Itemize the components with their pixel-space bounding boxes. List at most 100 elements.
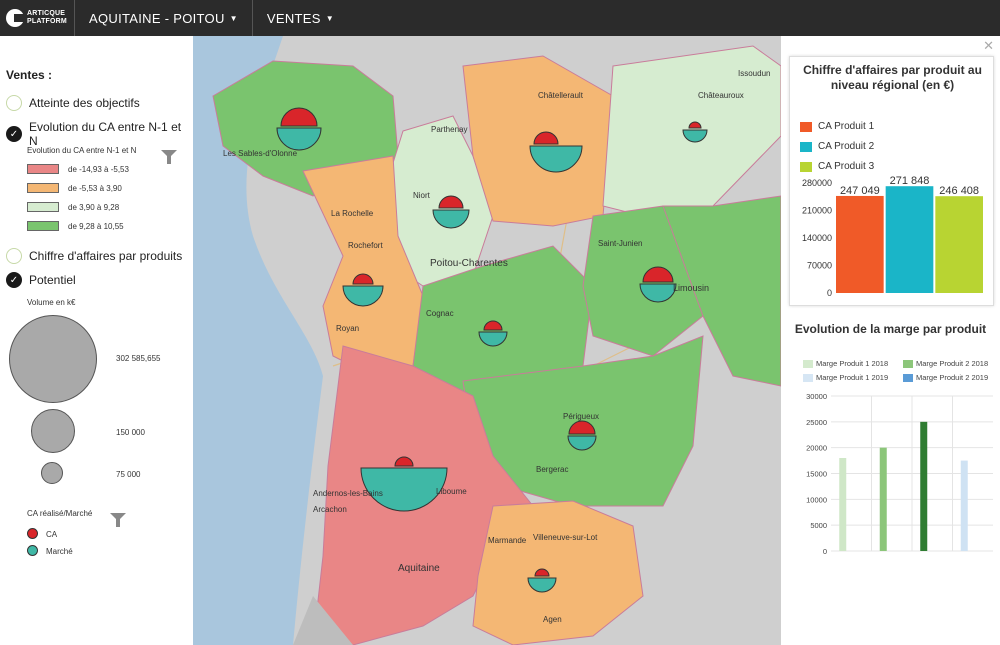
map-label: Arcachon <box>313 505 347 514</box>
bar-data-label: 246 408 <box>939 185 979 197</box>
symbol-indre[interactable] <box>682 121 708 143</box>
legend-swatch <box>800 141 812 152</box>
evolution-legend-title: Evolution du CA entre N-1 et N <box>27 146 137 155</box>
ca-dot-icon <box>27 528 38 539</box>
map-label: Rochefort <box>348 241 383 250</box>
bar[interactable] <box>839 458 847 551</box>
map-label: Châteauroux <box>698 91 744 100</box>
chevron-down-icon: ▼ <box>229 13 238 23</box>
ca-legend-label: Marché <box>46 547 73 556</box>
logo-icon <box>6 9 24 27</box>
y-tick-label: 0 <box>827 288 832 298</box>
symbol-dordogne[interactable] <box>567 420 597 451</box>
map-label: Liboume <box>436 487 467 496</box>
legend-swatch <box>903 373 913 382</box>
bar[interactable] <box>879 447 887 551</box>
layer-potentiel[interactable]: ✓ Potentiel <box>6 272 76 288</box>
map-canvas[interactable]: Poitou-Charentes Limousin Aquitaine Libo… <box>193 36 781 645</box>
legend-swatch <box>800 121 812 132</box>
volume-bubble-small <box>41 462 63 484</box>
bar[interactable] <box>836 195 884 293</box>
volume-bubble-medium <box>31 409 75 453</box>
legend-class-label: de 9,28 à 10,55 <box>68 222 124 231</box>
y-tick-label: 10000 <box>806 495 827 504</box>
close-icon[interactable]: ✕ <box>983 38 994 53</box>
map-label: Niort <box>413 191 431 200</box>
potential-symbols <box>276 107 708 593</box>
ca-produit-card: Chiffre d'affaires par produit au niveau… <box>789 56 994 306</box>
y-tick-label: 0 <box>823 547 827 556</box>
symbol-lot-et-garonne[interactable] <box>527 568 557 593</box>
chart2-legend-item[interactable]: Marge Produit 2 2018 <box>903 359 988 368</box>
y-tick-label: 210000 <box>802 206 832 216</box>
layer-evolution-ca[interactable]: ✓ Evolution du CA entre N-1 et N <box>6 120 193 148</box>
chart2-legend-item[interactable]: Marge Produit 1 2019 <box>803 373 888 382</box>
chart2-legend-item[interactable]: Marge Produit 2 2019 <box>903 373 988 382</box>
logo-line-1: ARTICQUE <box>27 10 66 17</box>
y-tick-label: 15000 <box>806 470 827 479</box>
y-tick-label: 25000 <box>806 418 827 427</box>
legend-class-label: de -14,93 à -5,53 <box>68 165 129 174</box>
symbol-deux-sevres[interactable] <box>432 195 470 229</box>
radio-unchecked-icon[interactable] <box>6 248 22 264</box>
check-icon[interactable]: ✓ <box>6 272 22 288</box>
map-label: Saint-Junien <box>598 239 642 248</box>
legend-label: Marge Produit 1 2018 <box>816 359 889 368</box>
layer-atteinte-objectifs[interactable]: Atteinte des objectifs <box>6 95 140 111</box>
legend-label: CA Produit 1 <box>818 121 875 132</box>
y-tick-label: 140000 <box>802 233 832 243</box>
map-label: Parthenay <box>431 125 467 134</box>
map-label: Royan <box>336 324 359 333</box>
symbol-haute-vienne[interactable] <box>639 266 677 303</box>
y-tick-label: 280000 <box>802 178 832 188</box>
legend-swatch <box>803 373 813 382</box>
legend-label: Marge Produit 1 2019 <box>816 373 889 382</box>
check-icon[interactable]: ✓ <box>6 126 22 142</box>
legend-class-label: de -5,53 à 3,90 <box>68 184 122 193</box>
bar[interactable] <box>935 196 983 293</box>
bar[interactable] <box>920 421 928 551</box>
map-label: Marmande <box>488 536 527 545</box>
ca-legend-label: CA <box>46 530 58 539</box>
legend-label: Marge Produit 2 2019 <box>916 373 989 382</box>
volume-value: 75 000 <box>116 470 141 479</box>
region-dropdown[interactable]: AQUITAINE - POITOU ▼ <box>74 0 252 36</box>
chart1-legend-item[interactable]: CA Produit 3 <box>800 161 874 172</box>
map-label: Villeneuve-sur-Lot <box>533 533 598 542</box>
chevron-down-icon: ▼ <box>325 13 334 23</box>
bar[interactable] <box>885 186 934 293</box>
chart1-legend-item[interactable]: CA Produit 1 <box>800 121 874 132</box>
volume-value: 302 585,655 <box>116 354 161 363</box>
symbol-vendee[interactable] <box>276 107 322 151</box>
bar[interactable] <box>960 460 968 551</box>
chart2-bar-chart: 0 5000 10000 15000 20000 25000 30000 <box>806 392 993 556</box>
map-label: Limousin <box>673 283 709 293</box>
filter-icon[interactable] <box>161 150 177 164</box>
map-view[interactable]: Poitou-Charentes Limousin Aquitaine Libo… <box>193 36 781 645</box>
ventes-dropdown[interactable]: VENTES ▼ <box>251 0 348 36</box>
ocean <box>193 36 323 645</box>
symbol-gironde[interactable] <box>360 456 448 512</box>
legend-label: CA Produit 3 <box>818 161 875 172</box>
y-tick-label: 30000 <box>806 392 827 401</box>
layer-label: Evolution du CA entre N-1 et N <box>28 120 182 148</box>
layer-ca-produits[interactable]: Chiffre d'affaires par produits <box>6 248 182 264</box>
dept-lot-et-garonne[interactable] <box>472 500 644 645</box>
symbol-charente-maritime[interactable] <box>342 273 384 307</box>
radio-unchecked-icon[interactable] <box>6 95 22 111</box>
map-label: Périgueux <box>563 412 599 421</box>
legend-label: CA Produit 2 <box>818 141 875 152</box>
dept-correze[interactable] <box>662 195 781 387</box>
chart1-legend-item[interactable]: CA Produit 2 <box>800 141 874 152</box>
symbol-vienne[interactable] <box>529 131 583 173</box>
layer-label: Chiffre d'affaires par produits <box>29 249 183 263</box>
layers-panel: Ventes : Atteinte des objectifs ✓ Evolut… <box>0 36 193 645</box>
articque-logo[interactable]: ARTICQUE PLATFORM <box>0 9 74 27</box>
chart2-legend-item[interactable]: Marge Produit 1 2018 <box>803 359 888 368</box>
bar-data-label: 247 049 <box>840 185 880 197</box>
legend-swatch <box>27 183 59 193</box>
symbol-charente[interactable] <box>478 320 508 347</box>
chart1-title: Chiffre d'affaires par produit au niveau… <box>803 63 982 92</box>
top-bar: ARTICQUE PLATFORM AQUITAINE - POITOU ▼ VE… <box>0 0 1000 36</box>
filter-icon[interactable] <box>110 513 126 527</box>
